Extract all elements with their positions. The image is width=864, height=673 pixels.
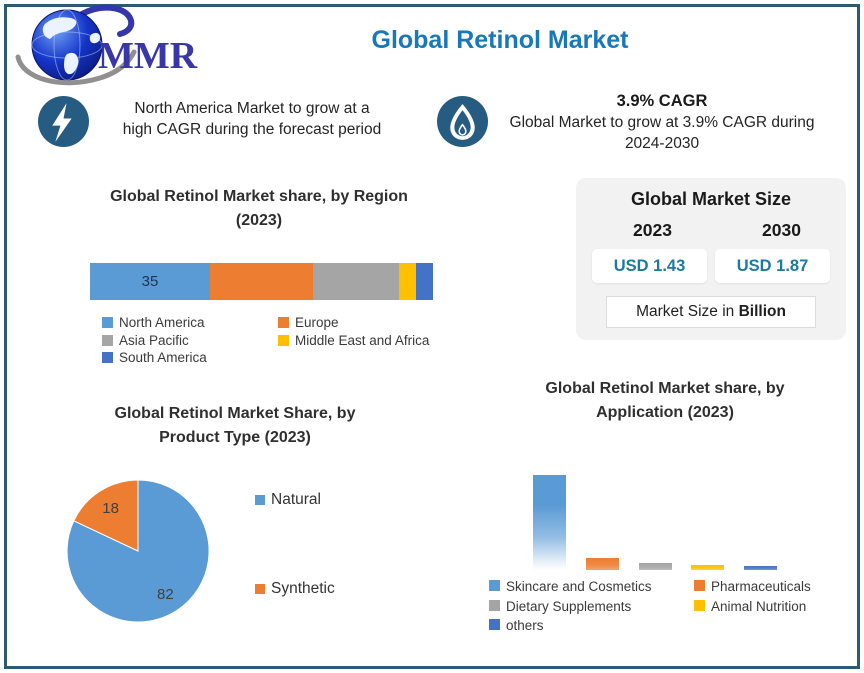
legend-item: Asia Pacific (102, 332, 272, 350)
region-legend: North America Europe Asia Pacific Middle Ea… (102, 314, 442, 367)
legend-label: Pharmaceuticals (711, 579, 811, 594)
unit-note-bold: Billion (738, 303, 786, 320)
legend-swatch (694, 580, 705, 591)
product-type-pie: 82 18 (62, 474, 218, 630)
region-chart-title-line2: (2023) (235, 212, 283, 229)
legend-swatch (102, 317, 113, 328)
market-value-2023: USD 1.43 (592, 249, 707, 283)
legend-swatch (489, 599, 500, 611)
market-size-title: Global Market Size (630, 189, 792, 209)
logo-text: MMR (98, 35, 198, 77)
market-size-panel: Global Market Size 2023 2030 USD 1.43 US… (576, 178, 846, 340)
lightning-icon (38, 96, 89, 147)
legend-label: Europe (295, 315, 339, 330)
flame-icon (437, 96, 488, 147)
mmr-globe-logo: MMR (15, 4, 198, 86)
legend-label: South America (119, 350, 207, 365)
product-type-legend: Natural Synthetic (255, 491, 335, 598)
cagr-line1: Global Market to grow at 3.9% CAGR durin… (509, 114, 815, 131)
cagr-line2: 2024-2030 (624, 135, 700, 152)
legend-label: Synthetic (271, 580, 335, 597)
legend-item: Europe (278, 314, 442, 332)
pie-slice-synthetic (73, 479, 139, 552)
legend-item: Animal Nutrition (694, 597, 854, 617)
legend-item: North America (102, 314, 272, 332)
legend-label: North America (119, 315, 205, 330)
legend-item: Dietary Supplements (489, 597, 688, 617)
page-title: Global Retinol Market (371, 26, 629, 54)
cagr-heading: 3.9% CAGR (616, 92, 708, 110)
region-bar-segment-4 (415, 263, 433, 300)
logo-gray-swoosh (15, 49, 137, 86)
unit-note-prefix: Market Size in (636, 303, 739, 320)
legend-swatch (489, 619, 500, 630)
application-chart-title: Global Retinol Market share, by Applicat… (500, 377, 830, 425)
application-bar-1 (585, 557, 619, 570)
callout-north-america-line1: North America Market to grow at a (134, 100, 370, 117)
legend-swatch (102, 334, 113, 346)
legend-item: Natural (255, 491, 335, 509)
lightning-bolt-glyph (52, 103, 72, 142)
pie-data-label: 82 (157, 586, 174, 603)
legend-swatch (489, 580, 500, 591)
legend-item: Middle East and Africa (278, 332, 442, 350)
legend-swatch (255, 495, 265, 505)
legend-item: South America (102, 349, 272, 367)
region-bar-segment-1 (210, 263, 313, 300)
region-stacked-bar: 35 (90, 263, 433, 300)
application-title-line1: Global Retinol Market share, by (545, 380, 785, 397)
flame-glyph (450, 104, 475, 140)
legend-label: Animal Nutrition (711, 598, 807, 614)
product-type-chart-title: Global Retinol Market Share, by Product … (75, 402, 395, 450)
legend-swatch (255, 584, 265, 594)
market-size-unit-note: Market Size in Billion (606, 296, 816, 328)
callout-north-america-line2: high CAGR during the forecast period (122, 121, 382, 138)
legend-label: Dietary Supplements (506, 598, 632, 614)
legend-swatch (278, 317, 289, 328)
globe-continent (42, 17, 77, 39)
year-2023: 2023 (633, 220, 672, 240)
product-type-title-line1: Global Retinol Market Share, by (114, 405, 356, 422)
legend-item: Pharmaceuticals (694, 577, 854, 597)
callout-north-america: North America Market to grow at a high C… (112, 98, 392, 140)
pie-data-label: 18 (102, 500, 119, 517)
legend-item: others (489, 616, 688, 636)
legend-swatch (102, 352, 113, 363)
legend-swatch (694, 599, 705, 611)
application-bar-2 (638, 562, 672, 570)
application-legend: Skincare and Cosmetics Pharmaceuticals Die… (489, 577, 854, 636)
product-pie-svg: 82 18 (66, 479, 210, 623)
market-value-2030: USD 1.87 (715, 249, 830, 283)
application-bar-0 (533, 475, 566, 570)
logo-blue-swoosh (79, 4, 135, 37)
region-bar-data-label: 35 (141, 273, 159, 290)
region-chart-title: Global Retinol Market share, by Region (… (85, 185, 433, 233)
callout-cagr: 3.9% CAGR Global Market to grow at 3.9% … (497, 91, 827, 154)
market-size-values: USD 1.43 USD 1.87 (576, 249, 846, 283)
legend-item: Skincare and Cosmetics (489, 577, 688, 597)
legend-label: Skincare and Cosmetics (506, 579, 652, 594)
market-size-years: 2023 2030 (576, 220, 846, 241)
region-bar-segment-0: 35 (90, 263, 211, 300)
legend-label: Natural (271, 491, 321, 508)
region-bar-segment-2 (312, 263, 399, 300)
region-bar-segment-3 (398, 263, 416, 300)
globe-continent (64, 52, 79, 75)
product-type-title-line2: Product Type (2023) (159, 429, 311, 446)
application-bar-3 (691, 565, 725, 570)
application-bar-4 (744, 566, 777, 570)
application-title-line2: Application (2023) (596, 404, 734, 421)
legend-item: Synthetic (255, 580, 335, 598)
globe-graticule (53, 9, 81, 81)
legend-label: others (506, 618, 544, 633)
legend-label: Asia Pacific (119, 332, 189, 348)
legend-label: Middle East and Africa (295, 332, 430, 348)
application-plot (510, 474, 810, 570)
legend-swatch (278, 334, 289, 346)
region-chart-title-line1: Global Retinol Market share, by Region (110, 188, 408, 205)
year-2030: 2030 (762, 220, 801, 240)
globe-continent (89, 32, 101, 44)
